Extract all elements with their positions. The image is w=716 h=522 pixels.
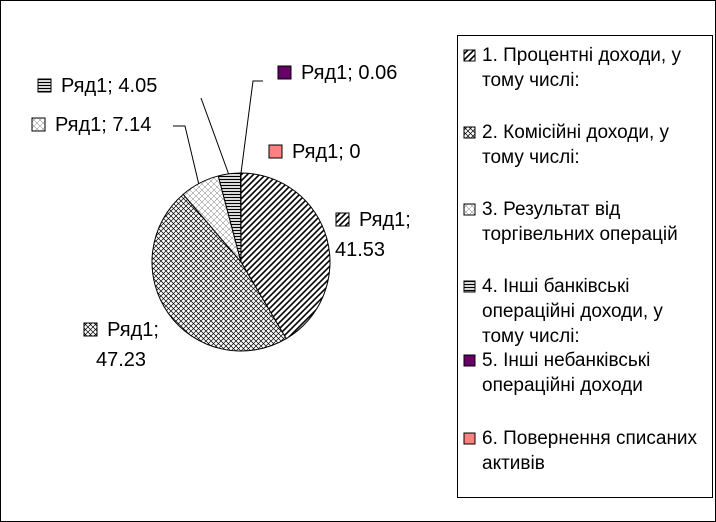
- legend-label: 6. Повернення списаних активів: [482, 428, 698, 474]
- swatch-box: [463, 432, 476, 445]
- legend-label: 4. Інші банківські операційні доходи, у …: [482, 276, 663, 347]
- leader-line: [173, 125, 200, 186]
- swatch-box: [268, 144, 283, 159]
- swatch: [463, 432, 476, 445]
- legend-entry: 4. Інші банківські операційні доходи, у …: [463, 274, 708, 349]
- swatch: [31, 117, 46, 132]
- swatch: [463, 49, 476, 62]
- legend-label: 1. Процентні доходи, у тому числі:: [482, 45, 681, 91]
- swatch-box: [463, 280, 476, 293]
- swatch-box: [37, 78, 52, 93]
- swatch-box: [335, 212, 350, 227]
- pie-slice: [240, 172, 331, 340]
- legend: 1. Процентні доходи, у тому числі: 2. Ком…: [457, 35, 713, 498]
- data-label: Ряд1; 0.06: [277, 58, 477, 88]
- swatch-box: [31, 117, 46, 132]
- swatch: [463, 280, 476, 293]
- data-label: Ряд1; 47.23: [71, 315, 171, 375]
- swatch: [463, 203, 476, 216]
- swatch-box: [463, 49, 476, 62]
- swatch: [277, 65, 292, 80]
- data-label: Ряд1; 0: [268, 137, 468, 167]
- leader-line: [200, 97, 230, 176]
- data-label-text: Ряд1; 0.06: [301, 62, 398, 84]
- swatch-box: [463, 354, 476, 367]
- swatch: [37, 78, 52, 93]
- legend-entry: 2. Комісійні доходи, у тому числі:: [463, 120, 708, 170]
- leader-lines: [173, 80, 263, 186]
- swatch: [83, 322, 98, 337]
- pie-slice: [151, 193, 287, 352]
- swatch-box: [83, 322, 98, 337]
- data-label: Ряд1; 4.05: [37, 71, 237, 101]
- data-label-text: Ряд1; 4.05: [61, 75, 158, 97]
- data-label: Ряд1; 7.14: [31, 110, 231, 140]
- legend-label: 5. Інші небанківські операційні доходи: [482, 350, 651, 396]
- data-label-text: Ряд1; 47.23: [95, 319, 159, 371]
- legend-entry: 3. Результат від торгівельних операцій: [463, 197, 708, 247]
- swatch-box: [277, 65, 292, 80]
- leader-line: [240, 80, 263, 174]
- data-label: Ряд1; 41.53: [335, 205, 435, 265]
- data-label-text: Ряд1; 41.53: [335, 209, 411, 261]
- swatch: [463, 354, 476, 367]
- data-label-text: Ряд1; 7.14: [55, 114, 152, 136]
- legend-label: 3. Результат від торгівельних операцій: [482, 199, 678, 245]
- swatch-box: [463, 203, 476, 216]
- legend-entry: 6. Повернення списаних активів: [463, 426, 708, 476]
- swatch-box: [463, 126, 476, 139]
- swatch: [335, 212, 350, 227]
- swatch: [463, 126, 476, 139]
- legend-entry: 1. Процентні доходи, у тому числі:: [463, 43, 708, 93]
- data-label-text: Ряд1; 0: [292, 141, 361, 163]
- legend-label: 2. Комісійні доходи, у тому числі:: [482, 122, 670, 168]
- legend-entry: 5. Інші небанківські операційні доходи: [463, 348, 708, 398]
- swatch: [268, 144, 283, 159]
